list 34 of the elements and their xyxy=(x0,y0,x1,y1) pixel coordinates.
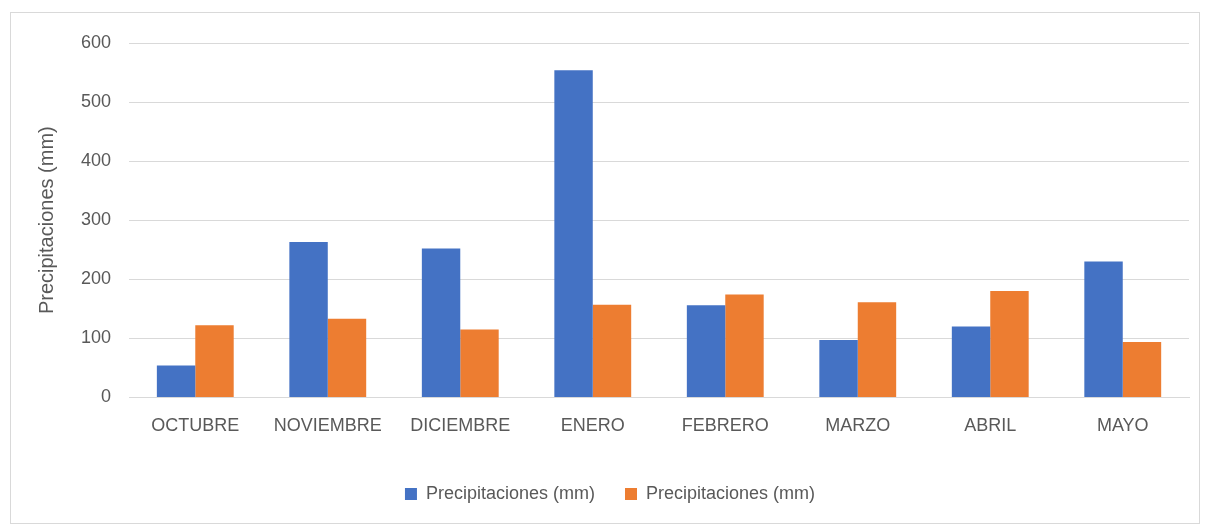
bar xyxy=(1084,261,1123,397)
x-tick-label: DICIEMBRE xyxy=(410,415,511,436)
legend-label: Precipitaciones (mm) xyxy=(646,482,816,503)
bar xyxy=(857,302,897,397)
y-tick-label: 100 xyxy=(80,327,112,348)
x-tick-label: MARZO xyxy=(825,415,891,436)
bar xyxy=(951,326,991,397)
bar xyxy=(592,304,632,397)
y-tick-label: 200 xyxy=(80,268,112,289)
bar xyxy=(1122,341,1162,397)
bar xyxy=(156,365,196,397)
x-tick-label: ENERO xyxy=(560,415,625,436)
bar xyxy=(725,294,764,397)
legend-label: Precipitaciones (mm) xyxy=(425,482,596,503)
y-tick-label: 400 xyxy=(80,150,112,171)
bar xyxy=(686,305,726,397)
y-tick-label: 0 xyxy=(101,386,112,407)
x-tick-label: ABRIL xyxy=(964,415,1017,436)
y-axis-title: Precipitaciones (mm) xyxy=(34,126,57,315)
bar xyxy=(327,318,367,397)
bar xyxy=(990,291,1029,397)
x-tick-label: MAYO xyxy=(1096,415,1149,436)
y-tick-label: 300 xyxy=(80,209,112,230)
bar xyxy=(819,340,858,397)
bar xyxy=(460,329,499,397)
bar xyxy=(289,242,328,397)
bar xyxy=(554,70,593,397)
x-tick-label: FEBRERO xyxy=(681,415,769,436)
bar xyxy=(421,248,461,397)
y-tick-label: 600 xyxy=(80,31,112,52)
bar xyxy=(195,325,234,397)
x-tick-label: NOVIEMBRE xyxy=(273,415,382,436)
y-tick-label: 500 xyxy=(80,91,112,112)
x-tick-label: OCTUBRE xyxy=(151,415,240,436)
